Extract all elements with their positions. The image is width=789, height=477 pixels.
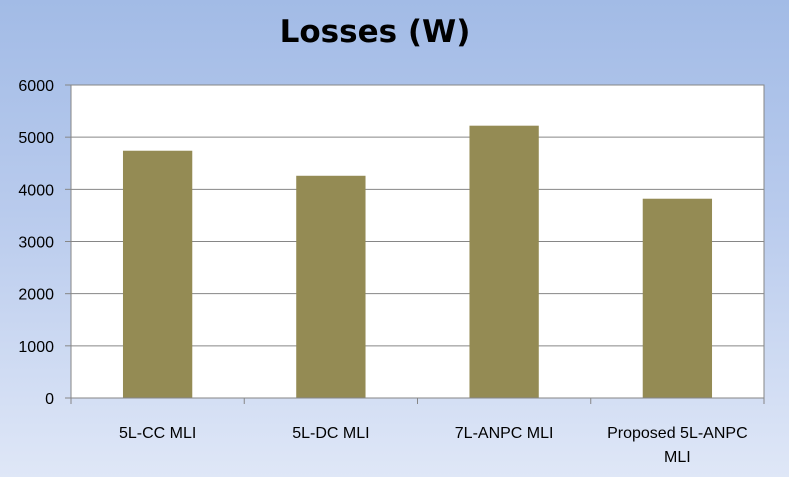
x-tick-label: 7L-ANPC MLI <box>455 425 554 442</box>
bar-5l-cc-mli <box>122 150 193 398</box>
x-tick-label: Proposed 5L-ANPC MLI <box>607 425 748 466</box>
x-tick-label: 5L-CC MLI <box>119 425 196 442</box>
y-tick-label: 2000 <box>18 287 54 304</box>
y-tick-label: 1000 <box>18 339 54 356</box>
y-tick-label: 6000 <box>18 78 54 95</box>
bars <box>122 125 713 398</box>
bar-7l-anpc-mli <box>469 125 539 398</box>
y-tick-label: 0 <box>45 391 54 408</box>
bar-proposed-5l-anpc-mli <box>642 198 713 398</box>
y-tick-label: 3000 <box>18 235 54 252</box>
y-tick-labels: 0 1000 2000 3000 4000 5000 6000 <box>18 78 54 408</box>
chart-title: Losses (W) <box>279 14 471 50</box>
axes <box>65 84 765 404</box>
x-tick-label: 5L-DC MLI <box>292 425 369 442</box>
y-tick-label: 5000 <box>18 130 54 147</box>
x-tick-labels: 5L-CC MLI 5L-DC MLI 7L-ANPC MLI Proposed 5L… <box>119 425 748 466</box>
bar-5l-dc-mli <box>296 175 366 398</box>
y-tick-label: 4000 <box>18 182 54 199</box>
